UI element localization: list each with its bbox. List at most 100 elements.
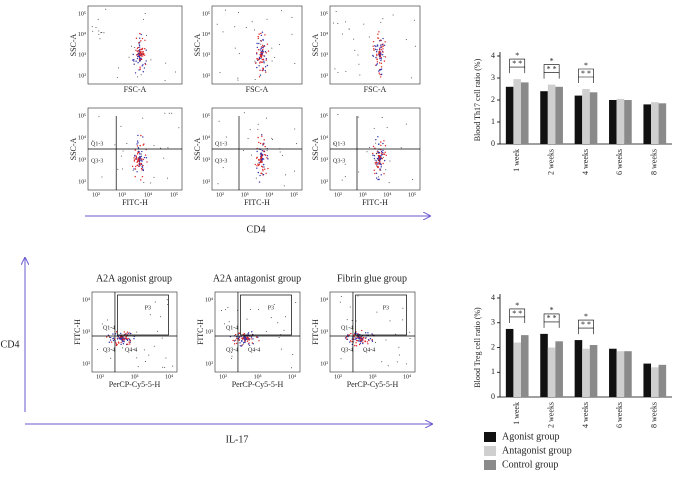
y-tick-label: 10² [320,179,328,185]
event-dot [133,155,136,157]
event-dot [357,116,359,118]
y-tick-label: 3 [491,318,495,327]
event-dot [379,76,382,78]
event-dot [375,64,378,66]
event-dot [382,51,384,53]
event-dot [365,337,367,339]
event-dot [112,333,114,335]
event-dot [255,336,258,338]
event-dot [220,310,222,312]
x-axis-label: FITC-H [122,198,148,207]
y-tick-label: 10³ [78,157,86,163]
gate-label: Q1-4 [341,325,353,331]
event-dot [384,56,387,58]
event-dot [376,49,378,51]
event-dot [349,306,351,308]
sig-bracket [578,319,594,329]
event-dot [139,155,141,158]
y-tick-label: 10⁴ [320,297,328,303]
event-dot [252,338,254,340]
event-dot [132,169,134,171]
event-dot [380,58,383,60]
event-dot [133,159,136,161]
event-dot [103,32,105,34]
event-dot [354,49,356,51]
event-dot [380,150,383,153]
event-dot [378,72,380,74]
event-dot [376,311,378,313]
event-dot [260,161,262,163]
gate-label: Q3-4 [341,347,353,353]
event-dot [346,338,349,341]
event-dot [134,158,137,160]
event-dot [264,145,266,148]
bar [589,92,598,144]
event-dot [139,159,141,162]
event-dot [134,165,137,168]
event-dot [248,344,251,346]
event-dot [337,22,339,24]
event-dot [257,128,259,130]
event-dot [135,155,137,157]
event-dot [144,63,147,66]
event-dot [367,343,369,345]
event-dot [164,112,166,114]
event-dot [351,341,353,343]
event-dot [241,338,244,340]
event-dot [120,332,122,335]
event-dot [142,168,144,171]
event-dot [245,26,247,28]
event-dot [412,179,414,181]
x-tick-label: 2 weeks [546,402,555,428]
event-dot [398,346,400,348]
x-tick-label: 10⁵ [170,192,178,198]
bar [624,100,632,144]
x-tick-label: 1 week [512,402,521,425]
event-dot [380,21,382,23]
event-dot [258,163,260,166]
sig-label: * [550,56,554,65]
event-dot [139,37,141,39]
legend-swatch [484,432,496,442]
event-dot [380,174,382,176]
event-dot [165,62,167,64]
event-dot [358,171,360,173]
event-dot [138,158,140,161]
event-dot [142,164,144,167]
event-dot [375,177,378,179]
event-dot [381,361,383,363]
event-dot [283,329,285,331]
event-dot [256,150,258,153]
event-dot [136,153,139,155]
event-dot [379,50,381,53]
event-dot [265,330,267,332]
event-dot [247,138,249,140]
event-dot [135,156,138,158]
y-axis-label: SSC-A [69,137,78,160]
sig-bracket [543,313,560,322]
event-dot [257,59,260,61]
y-axis-label: Blood Th17 cell ratio (%) [473,58,482,141]
event-dot [157,330,159,332]
event-dot [260,34,263,37]
event-dot [354,338,356,341]
event-dot [291,367,293,369]
event-dot [135,49,137,51]
event-dot [353,341,355,343]
event-dot [256,42,258,45]
event-dot [233,340,236,342]
event-dot [167,303,169,305]
bar [540,91,548,144]
event-dot [162,366,164,368]
event-dot [395,333,397,335]
event-dot [142,136,144,138]
event-dot [138,56,141,58]
event-dot [346,319,348,321]
event-dot [141,169,143,171]
event-dot [346,334,349,336]
y-tick-label: 10⁴ [78,135,86,141]
event-dot [382,37,384,40]
event-dot [140,57,142,60]
event-dot [138,165,140,167]
event-dot [237,79,239,81]
